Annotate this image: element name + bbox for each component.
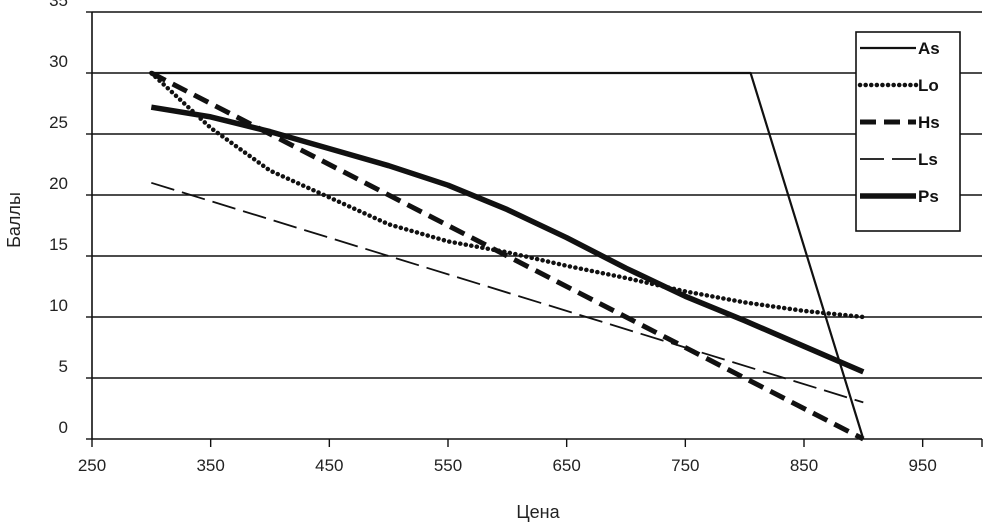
y-tick-label-0: 0: [59, 418, 68, 437]
y-tick-label-10: 10: [49, 296, 68, 315]
grid: [92, 11, 982, 379]
x-tick-label-750: 750: [671, 456, 699, 475]
legend-label-as: As: [918, 39, 940, 58]
series-line-ls: [151, 181, 864, 404]
series-line-as: [151, 71, 865, 440]
axes: 250 350 450 550 650 750 850 950 0 5 10 15 20 25 30 35: [49, 0, 983, 475]
x-tick-label-350: 350: [196, 456, 224, 475]
legend-label-ls: Ls: [918, 150, 938, 169]
series-line-lo: [149, 70, 866, 320]
y-tick-label-15: 15: [49, 235, 68, 254]
x-tick-label-650: 650: [552, 456, 580, 475]
x-tick-label-850: 850: [790, 456, 818, 475]
legend: As Lo Hs Ls Ps: [855, 31, 961, 232]
y-tick-label-25: 25: [49, 113, 68, 132]
y-tick-label-5: 5: [59, 357, 68, 376]
y-tick-label-35: 35: [49, 0, 68, 10]
x-tick-label-950: 950: [908, 456, 936, 475]
series-line-ps: [150, 104, 865, 375]
x-tick-label-250: 250: [78, 456, 106, 475]
legend-box: [855, 31, 961, 232]
y-tick-label-20: 20: [49, 174, 68, 193]
x-axis-title: Цена: [516, 502, 560, 522]
legend-label-hs: Hs: [918, 113, 940, 132]
x-tick-label-450: 450: [315, 456, 343, 475]
legend-label-lo: Lo: [918, 76, 939, 95]
x-tick-label-550: 550: [434, 456, 462, 475]
series-lines: [149, 70, 866, 442]
y-axis-title: Баллы: [4, 192, 24, 248]
legend-label-ps: Ps: [918, 187, 939, 206]
y-tick-label-30: 30: [49, 52, 68, 71]
